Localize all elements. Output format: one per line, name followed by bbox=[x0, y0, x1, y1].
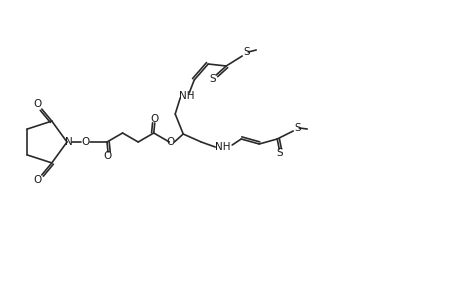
Text: S: S bbox=[208, 74, 215, 84]
Text: N: N bbox=[65, 137, 73, 147]
Text: O: O bbox=[166, 137, 174, 147]
Text: S: S bbox=[242, 47, 249, 57]
Text: O: O bbox=[150, 114, 158, 124]
Text: O: O bbox=[104, 151, 112, 161]
Text: S: S bbox=[275, 148, 282, 158]
Text: O: O bbox=[34, 175, 42, 185]
Text: O: O bbox=[34, 99, 42, 109]
Text: O: O bbox=[82, 137, 90, 147]
Text: S: S bbox=[293, 123, 300, 133]
Text: NH: NH bbox=[215, 142, 230, 152]
Text: NH: NH bbox=[179, 91, 195, 101]
